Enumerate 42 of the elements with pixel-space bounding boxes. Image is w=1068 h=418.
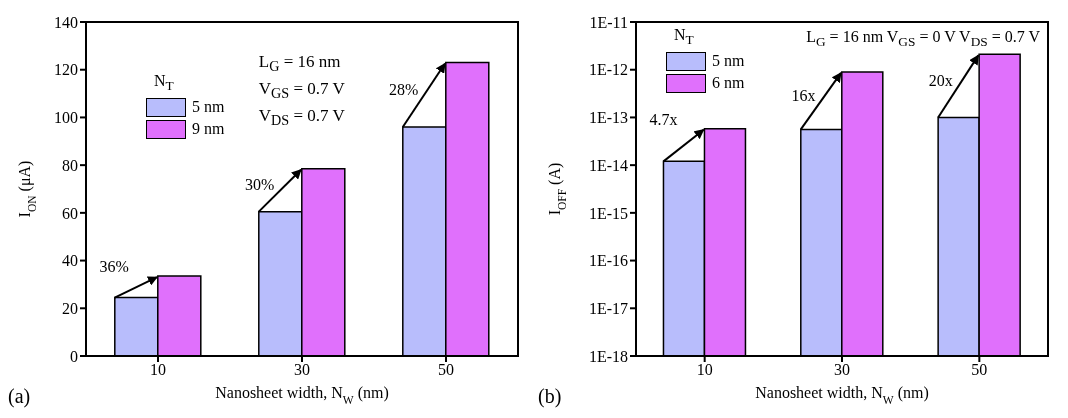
annotation: 20x [928,71,953,89]
annotation: 36% [99,258,129,276]
y-tick-label: 40 [62,252,78,270]
y-tick-label: 60 [62,204,78,222]
y-tick-label: 1E-16 [588,252,628,270]
y-tick-label: 1E-15 [588,204,628,222]
annotation: 28% [389,80,419,98]
y-tick-label: 20 [62,299,78,317]
annotation: 4.7x [649,110,678,128]
x-tick-label: 50 [438,361,454,379]
x-tick-label: 10 [150,361,166,379]
x-tick-label: 50 [971,361,988,379]
y-tick-label: 0 [70,347,78,365]
legend-label: 6 nm [712,74,745,93]
y-tick-label: 140 [54,13,78,31]
y-tick-label: 120 [54,61,78,79]
y-tick-label: 1E-18 [588,347,628,365]
x-tick-label: 10 [696,361,713,379]
legend-label: 9 nm [192,120,225,139]
text: (b) [538,385,562,408]
legend-label: 5 nm [192,98,225,117]
x-axis-title: Nanosheet width, N$_{W}$ (nm) [215,384,389,406]
y-tick-label: 100 [54,109,78,127]
annotation: V$_{DS}$ = 0.7 V [258,106,345,130]
x-tick-label: 30 [834,361,850,379]
y-tick-label: 1E-13 [588,109,628,127]
annotation: L$_{G}$ = 16 nm [258,52,341,76]
legend-label: 5 nm [712,52,745,71]
y-tick-label: 1E-11 [589,13,628,31]
annotation: V$_{GS}$ = 0.7 V [258,79,345,103]
text: (a) [8,385,31,408]
annotation: 30% [245,176,275,194]
y-tick-label: 1E-12 [588,61,628,79]
y-tick-label: 1E-17 [588,299,628,317]
y-tick-label: 1E-14 [588,156,628,174]
x-axis-title: Nanosheet width, N$_{W}$ (nm) [755,384,929,406]
annotation: 16x [791,86,816,104]
y-tick-label: 80 [62,156,78,174]
legend-title: N$_{T}$ [154,72,175,95]
legend-title: N$_{T}$ [674,26,695,49]
x-tick-label: 30 [294,361,310,379]
annotation: L$_{G}$ = 16 nm V$_{GS}$ = 0 V V$_{DS}$ = 0.7 V [806,28,1040,51]
